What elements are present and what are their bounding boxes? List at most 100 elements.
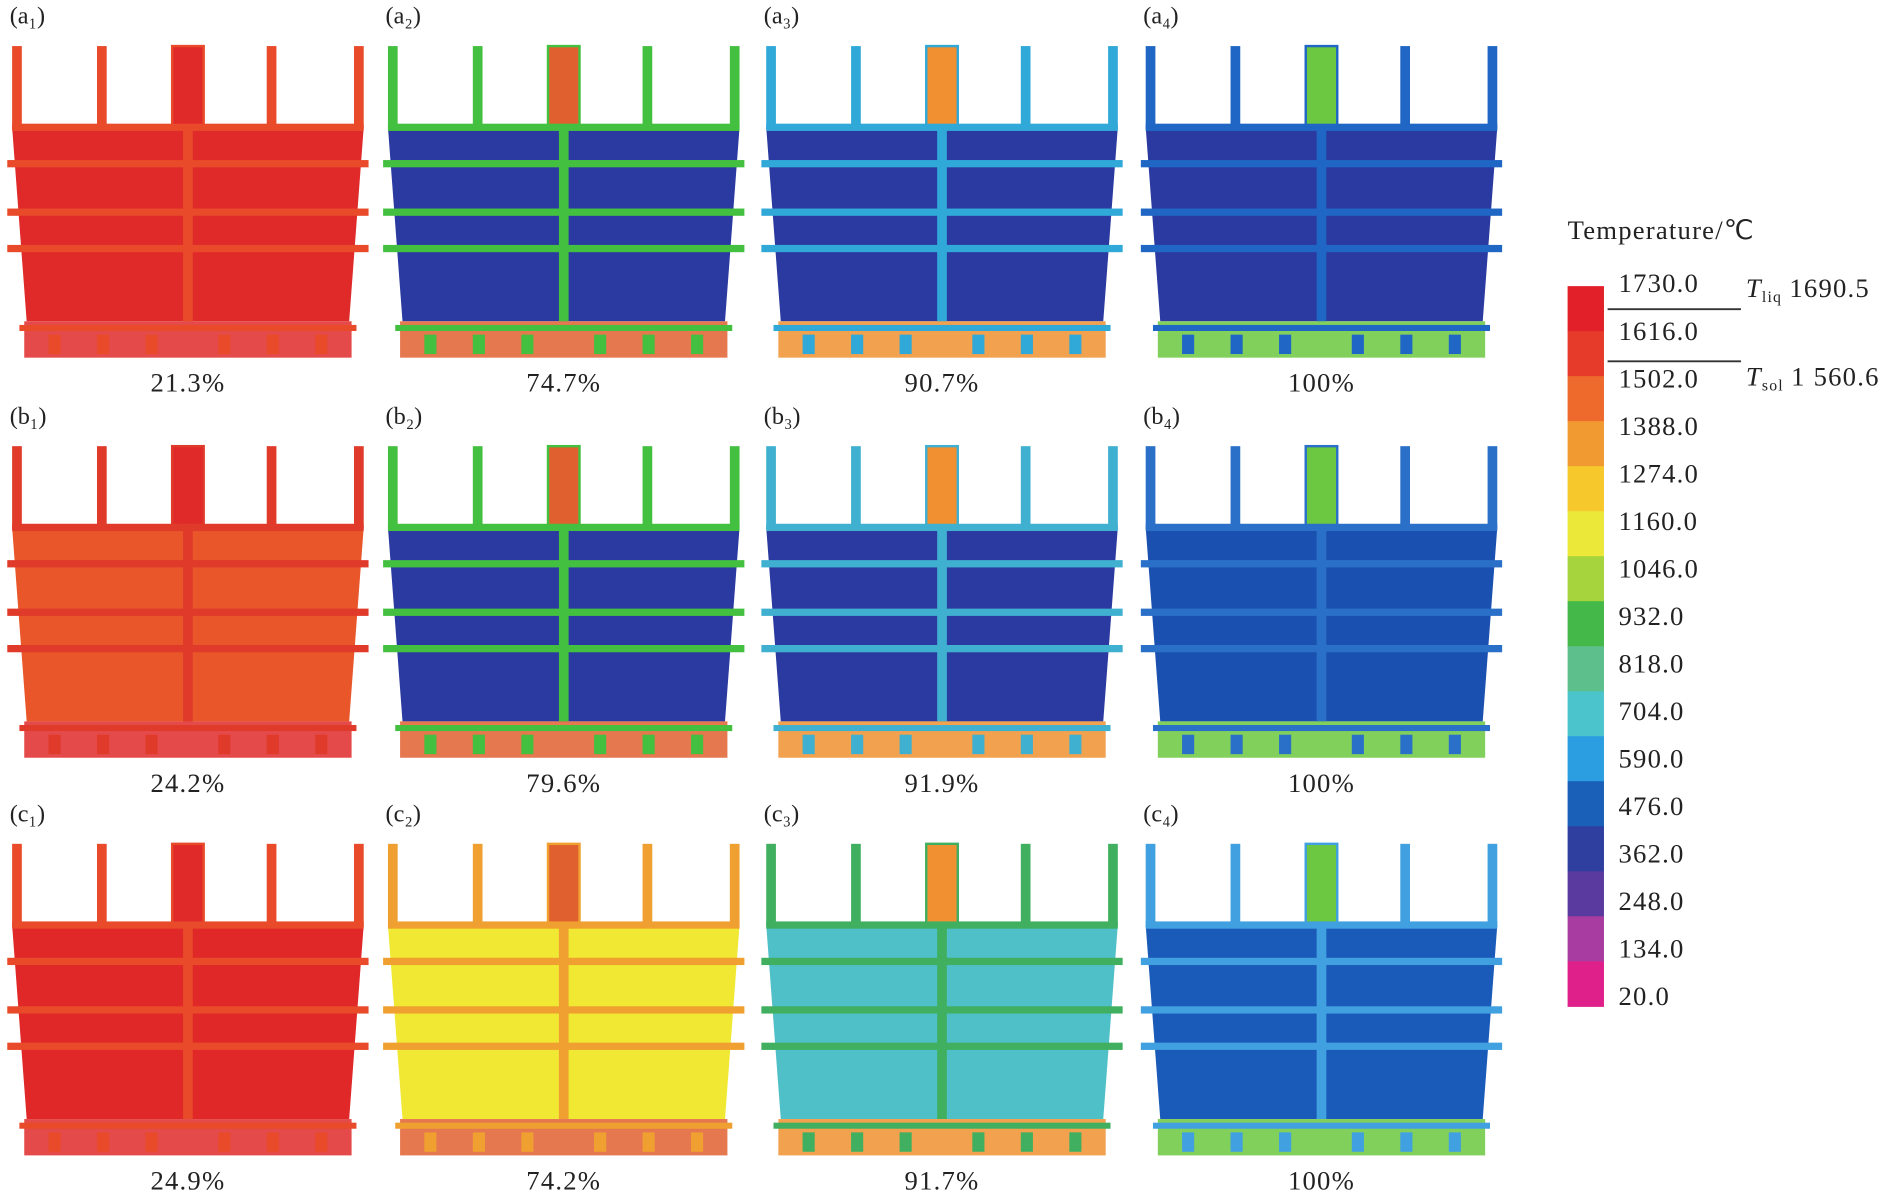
post <box>1020 46 1031 129</box>
center-rib <box>183 925 193 1120</box>
panel: (a₃) 90.7% <box>761 3 1123 398</box>
center-rib <box>1316 127 1327 322</box>
post <box>12 843 22 927</box>
panel-caption: 24.2% <box>150 768 225 798</box>
color-swatch <box>1567 826 1604 872</box>
foot <box>1230 734 1243 755</box>
base-rail <box>395 1122 733 1129</box>
base-rail <box>1152 725 1491 732</box>
pipe <box>925 444 959 530</box>
base-rail <box>773 1122 1111 1129</box>
foot <box>96 734 110 755</box>
top-rim <box>766 523 1118 532</box>
foot <box>691 334 704 355</box>
legend-level: 1616.0 <box>1619 316 1700 346</box>
color-swatch <box>1567 286 1604 332</box>
color-swatch <box>1567 601 1604 647</box>
panel-caption: 90.7% <box>905 368 980 398</box>
solidus-label: Tsol 1 560.6 <box>1746 362 1880 395</box>
post <box>1230 446 1241 529</box>
color-swatch <box>1567 736 1604 782</box>
center-rib <box>937 527 947 722</box>
panel: (c₁) 24.9% <box>7 801 369 1193</box>
color-swatch <box>1567 376 1604 422</box>
foot <box>899 334 912 355</box>
foot <box>1182 334 1195 355</box>
foot <box>218 1132 231 1152</box>
foot <box>691 734 704 755</box>
foot <box>1448 1132 1461 1152</box>
panel-grid: (a₁) 21.3% (a₂) 74.7% (a₃) 90.7% (a₄) 100% (b₁) 2… <box>7 3 1503 1193</box>
panel-caption: 100% <box>1288 368 1355 398</box>
base-rail <box>1152 1122 1491 1129</box>
panel-label: (a₁) <box>10 3 45 30</box>
post <box>472 46 483 129</box>
legend-level: 476.0 <box>1619 791 1685 821</box>
foot <box>1069 734 1082 755</box>
panel: (b₁) 24.2% <box>7 403 369 798</box>
center-rib <box>937 127 947 322</box>
panel: (a₁) 21.3% <box>7 3 369 398</box>
foot <box>1020 334 1033 355</box>
center-rib <box>558 527 569 722</box>
foot <box>1182 1132 1195 1152</box>
subscript: sol <box>1762 377 1784 394</box>
panel-label: (a₄) <box>1143 3 1178 30</box>
foot <box>315 734 328 755</box>
legend-level: 932.0 <box>1619 601 1685 631</box>
legend-level: 1730.0 <box>1619 268 1700 298</box>
base-rail <box>19 324 357 331</box>
post <box>1108 446 1118 529</box>
post <box>1487 446 1498 529</box>
panel-label: (b₃) <box>764 403 801 430</box>
post <box>472 446 483 529</box>
post <box>1230 46 1241 129</box>
panel-caption: 79.6% <box>526 768 601 798</box>
panel: (b₃) 91.9% <box>761 403 1123 798</box>
panel-label: (c₃) <box>764 801 799 828</box>
post <box>729 46 740 129</box>
foot <box>145 334 158 355</box>
panel: (b₄) 100% <box>1140 403 1503 798</box>
legend-level: 1388.0 <box>1619 411 1700 441</box>
panel: (a₄) 100% <box>1140 3 1503 398</box>
legend-level: 704.0 <box>1619 696 1685 726</box>
center-rib <box>1316 527 1327 722</box>
color-swatch <box>1567 556 1604 602</box>
foot <box>266 1132 279 1152</box>
post <box>354 843 364 927</box>
foot <box>1448 334 1461 355</box>
post <box>851 446 861 529</box>
value: 1690.5 <box>1789 273 1870 303</box>
legend-level: 1160.0 <box>1619 506 1699 536</box>
legend-level: 1274.0 <box>1619 458 1700 488</box>
panel-caption: 91.9% <box>905 768 980 798</box>
pipe <box>170 44 205 130</box>
pipe <box>546 444 581 530</box>
foot <box>218 334 231 355</box>
foot <box>594 734 607 755</box>
pipe <box>925 842 959 928</box>
foot <box>315 334 328 355</box>
foot <box>1020 734 1033 755</box>
pipe <box>1304 44 1339 130</box>
post <box>387 46 398 129</box>
panel-label: (b₄) <box>1143 403 1180 430</box>
legend-level: 362.0 <box>1619 839 1685 869</box>
foot <box>266 334 279 355</box>
value: 1 560.6 <box>1791 362 1879 392</box>
legend: Temperature/℃ Tliq 1690.5 Tsol 1 560.6 173… <box>1567 215 1880 1011</box>
post <box>1400 843 1410 927</box>
foot <box>521 1132 534 1152</box>
base-rail <box>19 1122 357 1129</box>
foot <box>1069 1132 1082 1152</box>
foot <box>972 1132 985 1152</box>
foot <box>1279 334 1292 355</box>
foot <box>521 734 534 755</box>
post <box>266 446 277 529</box>
post <box>96 843 107 927</box>
pipe <box>546 842 581 928</box>
color-swatch <box>1567 466 1604 512</box>
foot <box>472 334 485 355</box>
foot <box>1448 734 1461 755</box>
